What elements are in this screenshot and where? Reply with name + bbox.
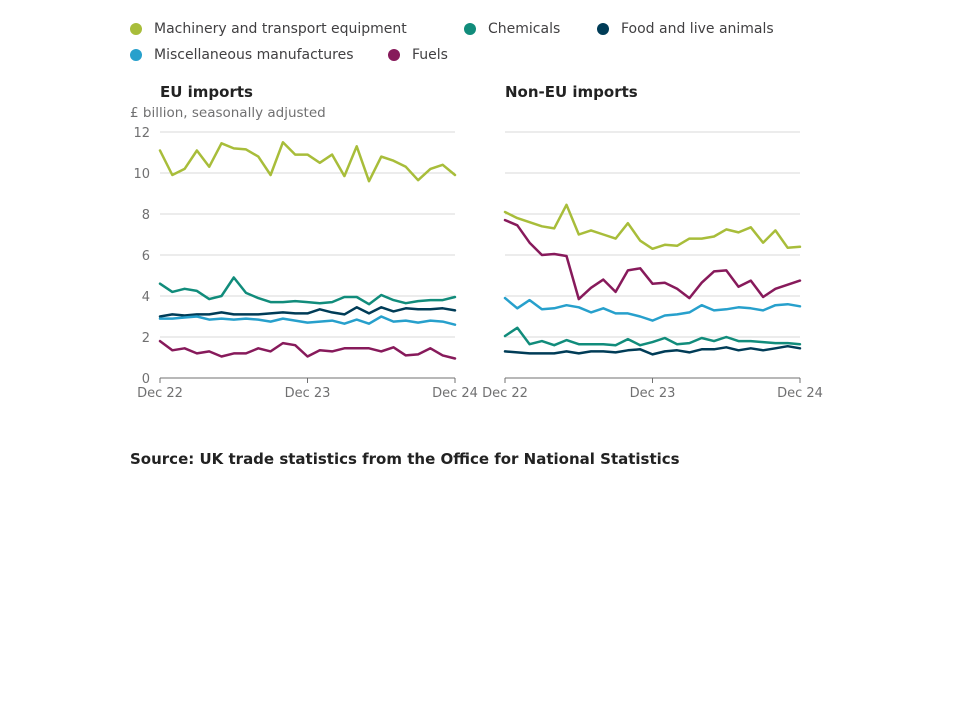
legend-label-misc: Miscellaneous manufactures [154, 47, 354, 63]
legend-item-fuels: Fuels [388, 47, 448, 63]
legend-row: Miscellaneous manufactures Fuels [130, 42, 810, 68]
panel-title: EU imports [160, 83, 253, 101]
y-tick-label: 4 [142, 290, 150, 305]
panel-eu-imports: EU imports £ billion, seasonally adjusted… [130, 83, 478, 401]
series-line-miscellaneous-manufactures [158, 315, 457, 326]
panel-title: Non-EU imports [505, 83, 638, 101]
series-line-miscellaneous-manufactures [503, 296, 802, 322]
series-line-chemicals [503, 326, 802, 347]
y-tick-label: 6 [142, 249, 150, 264]
legend-label-chemicals: Chemicals [488, 21, 561, 37]
legend-item-food: Food and live animals [597, 21, 774, 37]
chart-svg: EU imports £ billion, seasonally adjusted… [130, 83, 823, 401]
y-tick-label: 8 [142, 208, 150, 223]
chart-legend: Machinery and transport equipment Chemic… [130, 16, 810, 68]
series-line-chemicals [158, 276, 457, 306]
legend-label-machinery: Machinery and transport equipment [154, 21, 407, 37]
x-tick-label: Dec 24 [777, 386, 823, 401]
x-tick-label: Dec 22 [482, 386, 528, 401]
series-line-machinery-and-transport-equipment [158, 141, 457, 183]
series-line-food-and-live-animals [158, 306, 457, 318]
panel-non-eu-imports: Non-EU imports Dec 22 Dec 23 Dec 24 [482, 83, 823, 401]
y-tick-label: 0 [142, 372, 150, 387]
legend-item-chemicals: Chemicals [464, 21, 597, 37]
legend-row: Machinery and transport equipment Chemic… [130, 16, 810, 42]
y-tick-label: 10 [133, 167, 150, 182]
y-tick-label: 12 [133, 126, 150, 141]
x-tick-label: Dec 22 [137, 386, 183, 401]
legend-item-misc: Miscellaneous manufactures [130, 47, 388, 63]
x-tick-label: Dec 23 [285, 386, 331, 401]
series-line-food-and-live-animals [503, 344, 802, 356]
legend-item-machinery: Machinery and transport equipment [130, 21, 464, 37]
legend-swatch-fuels [388, 49, 400, 61]
x-tick-label: Dec 24 [432, 386, 478, 401]
legend-label-fuels: Fuels [412, 47, 448, 63]
legend-swatch-misc [130, 49, 142, 61]
legend-swatch-food [597, 23, 609, 35]
series-line-fuels [503, 218, 802, 301]
series-line-machinery-and-transport-equipment [503, 203, 802, 251]
legend-swatch-chemicals [464, 23, 476, 35]
series-line-fuels [158, 339, 457, 360]
x-tick-label: Dec 23 [630, 386, 676, 401]
source-note: Source: UK trade statistics from the Off… [130, 450, 680, 468]
legend-swatch-machinery [130, 23, 142, 35]
legend-label-food: Food and live animals [621, 21, 774, 37]
y-tick-label: 2 [142, 331, 150, 346]
y-axis-unit-label: £ billion, seasonally adjusted [130, 105, 326, 121]
